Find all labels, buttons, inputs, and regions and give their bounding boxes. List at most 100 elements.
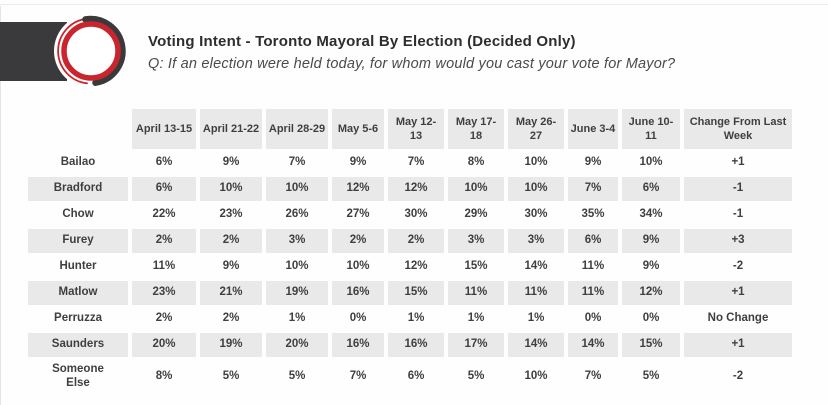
vote-share-cell: 10% <box>508 177 564 201</box>
results-table: April 13-15 April 21-22 April 28-29 May 5-6… <box>24 107 796 397</box>
vote-share-cell: 7% <box>407 156 425 169</box>
vote-share-cell: 2% <box>132 229 196 253</box>
table-row: Perruzza 2% 2% 1% 0% 1% 1% 1% 0% 0% No Change <box>28 307 792 331</box>
vote-share-cell: 0% <box>642 312 660 325</box>
vote-share-cell: 0% <box>349 312 367 325</box>
candidate-name: Hunter <box>59 260 97 273</box>
change-from-last-week-cell: -2 <box>732 260 744 273</box>
vote-share-cell: 12% <box>332 177 384 201</box>
vote-share-cell: 20% <box>132 333 196 357</box>
top-divider <box>0 4 828 5</box>
vote-share-cell: 16% <box>388 333 444 357</box>
vote-share-cell: 1% <box>288 312 306 325</box>
vote-share-cell: 15% <box>388 281 444 305</box>
candidate-name: Matlow <box>28 281 128 305</box>
change-from-last-week-cell: No Change <box>707 312 769 325</box>
vote-share-cell: 5% <box>222 370 240 383</box>
change-from-last-week-cell: +1 <box>684 333 792 357</box>
vote-share-cell: 9% <box>222 260 240 273</box>
vote-share-cell: 30% <box>524 208 548 221</box>
vote-share-cell: 9% <box>222 156 240 169</box>
vote-share-cell: 8% <box>467 156 485 169</box>
vote-share-cell: 35% <box>581 208 605 221</box>
vote-share-cell: 15% <box>464 260 488 273</box>
vote-share-cell: 12% <box>622 281 680 305</box>
vote-share-cell: 14% <box>568 333 618 357</box>
vote-share-cell: 3% <box>266 229 328 253</box>
candidate-name: Furey <box>28 229 128 253</box>
vote-share-cell: 23% <box>219 208 243 221</box>
vote-share-cell: 12% <box>388 177 444 201</box>
column-header: April 13-15 <box>132 109 196 149</box>
page-title: Voting Intent - Toronto Mayoral By Elect… <box>148 33 576 50</box>
vote-share-cell: 11% <box>152 260 176 273</box>
table-header-row: April 13-15 April 21-22 April 28-29 May 5-6… <box>28 109 792 149</box>
vote-share-cell: 8% <box>155 370 173 383</box>
vote-share-cell: 1% <box>467 312 485 325</box>
vote-share-cell: 5% <box>288 370 306 383</box>
table-row: Saunders 20% 19% 20% 16% 16% 17% 14% 14% 15% +1 <box>28 333 792 357</box>
survey-question: Q: If an election were held today, for w… <box>148 56 676 73</box>
vote-share-cell: 9% <box>642 260 660 273</box>
column-header: May 17-18 <box>448 109 504 149</box>
vote-share-cell: 6% <box>622 177 680 201</box>
vote-share-cell: 29% <box>464 208 488 221</box>
column-header: Change From Last Week <box>684 109 792 149</box>
table-row: Bailao 6% 9% 7% 9% 7% 8% 10% 9% 10% +1 <box>28 151 792 175</box>
column-header: June 10-11 <box>622 109 680 149</box>
vote-share-cell: 1% <box>407 312 425 325</box>
vote-share-cell: 10% <box>524 370 548 383</box>
column-header: April 21-22 <box>200 109 262 149</box>
corner-header-cell <box>28 109 128 149</box>
brand-logo <box>0 14 128 88</box>
vote-share-cell: 10% <box>285 260 309 273</box>
change-from-last-week-cell: -2 <box>732 370 744 383</box>
vote-share-cell: 10% <box>200 177 262 201</box>
vote-share-cell: 20% <box>266 333 328 357</box>
vote-share-cell: 10% <box>266 177 328 201</box>
vote-share-cell: 6% <box>568 229 618 253</box>
column-header: June 3-4 <box>568 109 618 149</box>
vote-share-cell: 9% <box>584 156 602 169</box>
table-row: Furey 2% 2% 3% 2% 2% 3% 3% 6% 9% +3 <box>28 229 792 253</box>
vote-share-cell: 3% <box>508 229 564 253</box>
vote-share-cell: 3% <box>448 229 504 253</box>
change-from-last-week-cell: +3 <box>684 229 792 253</box>
vote-share-cell: 14% <box>524 260 548 273</box>
vote-share-cell: 15% <box>622 333 680 357</box>
vote-share-cell: 10% <box>524 156 548 169</box>
vote-share-cell: 6% <box>407 370 425 383</box>
vote-share-cell: 6% <box>132 177 196 201</box>
vote-share-cell: 2% <box>222 312 240 325</box>
vote-share-cell: 12% <box>404 260 428 273</box>
vote-share-cell: 9% <box>349 156 367 169</box>
vote-share-cell: 7% <box>584 370 602 383</box>
vote-share-cell: 23% <box>132 281 196 305</box>
change-from-last-week-cell: -1 <box>732 208 744 221</box>
change-from-last-week-cell: +1 <box>684 281 792 305</box>
vote-share-cell: 6% <box>155 156 173 169</box>
vote-share-cell: 26% <box>285 208 309 221</box>
vote-share-cell: 19% <box>266 281 328 305</box>
left-edge-divider <box>0 6 1 405</box>
vote-share-cell: 17% <box>448 333 504 357</box>
vote-share-cell: 2% <box>332 229 384 253</box>
table-row: Someone Else 8% 5% 5% 7% 6% 5% 10% 7% 5% -2 <box>28 359 792 395</box>
vote-share-cell: 1% <box>527 312 545 325</box>
vote-share-cell: 22% <box>152 208 176 221</box>
vote-share-cell: 21% <box>200 281 262 305</box>
candidate-name: Perruzza <box>54 312 102 325</box>
table-row: Matlow 23% 21% 19% 16% 15% 11% 11% 11% 12% +1 <box>28 281 792 305</box>
logo-circle-icon <box>54 14 128 88</box>
vote-share-cell: 7% <box>568 177 618 201</box>
vote-share-cell: 2% <box>388 229 444 253</box>
column-header: May 12-13 <box>388 109 444 149</box>
column-header: May 5-6 <box>332 109 384 149</box>
vote-share-cell: 11% <box>508 281 564 305</box>
vote-share-cell: 27% <box>346 208 370 221</box>
vote-share-cell: 16% <box>332 281 384 305</box>
table-row: Bradford 6% 10% 10% 12% 12% 10% 10% 7% 6% -1 <box>28 177 792 201</box>
vote-share-cell: 30% <box>404 208 428 221</box>
vote-share-cell: 10% <box>448 177 504 201</box>
vote-share-cell: 10% <box>346 260 370 273</box>
